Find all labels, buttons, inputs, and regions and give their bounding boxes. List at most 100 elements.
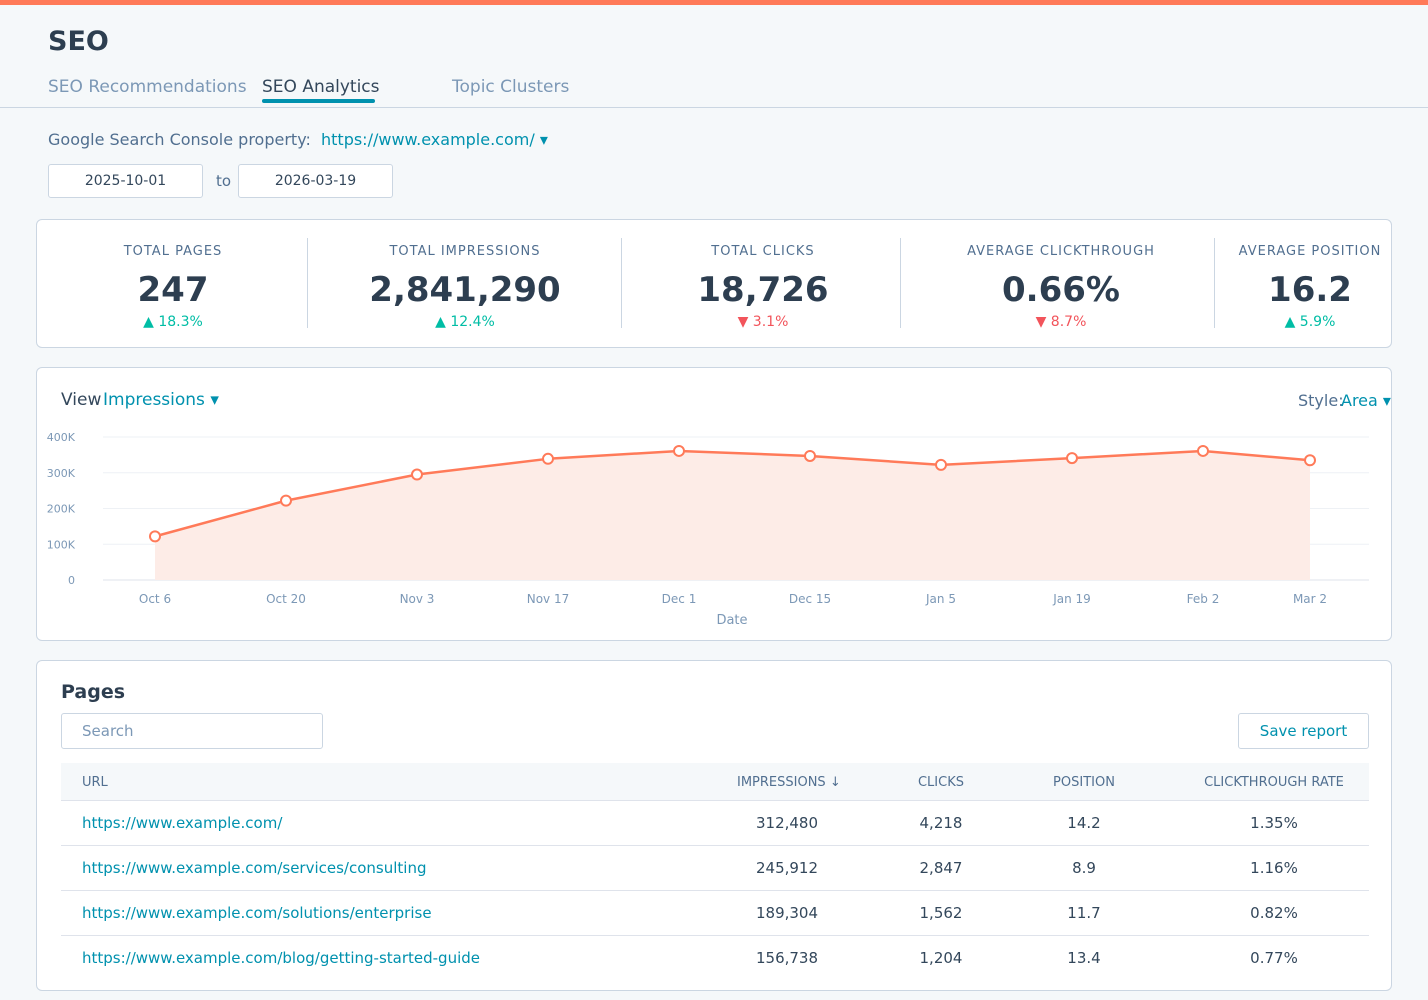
tab-bar: SEO Recommendations SEO Analytics Topic … bbox=[0, 74, 1428, 108]
kpi-value: 2,841,290 bbox=[369, 270, 561, 310]
data-point bbox=[804, 449, 816, 462]
kpi-label: TOTAL IMPRESSIONS bbox=[389, 244, 541, 259]
style-label: Style: bbox=[1298, 391, 1344, 410]
x-tick-label: Jan 5 bbox=[925, 592, 956, 606]
end-date-input[interactable] bbox=[238, 164, 393, 198]
ctr-cell: 0.82% bbox=[1250, 904, 1298, 922]
y-tick-label: 400K bbox=[47, 431, 76, 444]
kpi-total-clicks: TOTAL CLICKS 18,726 ▼ 3.1% bbox=[663, 220, 863, 348]
x-tick-label: Dec 15 bbox=[789, 592, 831, 606]
ctr-cell: 1.35% bbox=[1250, 814, 1298, 832]
x-tick-label: Feb 2 bbox=[1187, 592, 1220, 606]
position-cell: 11.7 bbox=[1067, 904, 1101, 922]
page-url-link[interactable]: https://www.example.com/ bbox=[82, 814, 283, 832]
kpi-label: AVERAGE CLICKTHROUGH bbox=[967, 244, 1155, 259]
y-tick-label: 100K bbox=[47, 538, 76, 551]
page-url-link[interactable]: https://www.example.com/blog/getting-sta… bbox=[82, 949, 480, 967]
data-point bbox=[935, 458, 947, 471]
column-header-clicks[interactable]: CLICKS bbox=[917, 775, 964, 790]
kpi-divider bbox=[900, 238, 901, 328]
data-point bbox=[1197, 444, 1209, 457]
clicks-cell: 1,562 bbox=[919, 904, 963, 922]
impressions-cell: 245,912 bbox=[755, 859, 819, 877]
impressions-cell: 156,738 bbox=[755, 949, 819, 967]
table-header: URL IMPRESSIONS ↓ CLICKS POSITION CLICKT… bbox=[61, 763, 1369, 801]
table-row: https://www.example.com/ 312,480 4,218 1… bbox=[61, 801, 1369, 846]
kpi-average-position: AVERAGE POSITION 16.2 ▲ 5.9% bbox=[1229, 220, 1391, 348]
chart-style-dropdown[interactable]: Area ▾ bbox=[1341, 391, 1391, 410]
x-tick-label: Jan 19 bbox=[1052, 592, 1091, 606]
table-row: https://www.example.com/blog/getting-sta… bbox=[61, 936, 1369, 981]
tab-seo-analytics[interactable]: SEO Analytics bbox=[262, 77, 380, 97]
tab-topic-clusters[interactable]: Topic Clusters bbox=[452, 77, 570, 97]
pages-search-input[interactable] bbox=[61, 713, 323, 749]
x-tick-label: Oct 20 bbox=[266, 592, 306, 606]
x-tick-label: Oct 6 bbox=[139, 592, 171, 606]
kpi-change: ▲ 18.3% bbox=[143, 314, 203, 330]
column-header-url[interactable]: URL bbox=[82, 775, 108, 790]
kpi-total-impressions: TOTAL IMPRESSIONS 2,841,290 ▲ 12.4% bbox=[355, 220, 575, 348]
table-body: https://www.example.com/ 312,480 4,218 1… bbox=[61, 801, 1369, 981]
top-accent-bar bbox=[0, 0, 1428, 5]
kpi-change: ▲ 12.4% bbox=[435, 314, 495, 330]
impressions-series-line bbox=[154, 449, 1311, 538]
page-url-link[interactable]: https://www.example.com/solutions/enterp… bbox=[82, 904, 432, 922]
save-report-button[interactable]: Save report bbox=[1238, 713, 1369, 749]
x-tick-label: Mar 2 bbox=[1293, 592, 1327, 606]
data-point bbox=[673, 444, 685, 457]
table-row: https://www.example.com/services/consult… bbox=[61, 846, 1369, 891]
chart-card: View Impressions ▾ Style: Area ▾ 0 100K 20… bbox=[36, 367, 1392, 641]
data-point bbox=[1304, 454, 1316, 467]
position-cell: 14.2 bbox=[1067, 814, 1101, 832]
kpi-label: AVERAGE POSITION bbox=[1238, 244, 1382, 259]
kpi-value: 18,726 bbox=[697, 270, 829, 310]
data-point bbox=[542, 452, 554, 465]
column-header-clickthrough-rate[interactable]: CLICKTHROUGH RATE bbox=[1204, 775, 1344, 790]
pages-card: Pages Save report URL IMPRESSIONS ↓ CLIC… bbox=[36, 660, 1392, 991]
kpi-label: TOTAL PAGES bbox=[123, 244, 223, 259]
clicks-cell: 4,218 bbox=[919, 814, 963, 832]
kpi-value: 16.2 bbox=[1268, 270, 1352, 310]
column-header-impressions[interactable]: IMPRESSIONS ↓ bbox=[737, 775, 841, 790]
kpi-change: ▼ 3.1% bbox=[737, 314, 789, 330]
kpi-divider bbox=[621, 238, 622, 328]
impressions-area-chart: 0 100K 200K 300K 400K Oct 6 Oct 20 Nov 3 Nov 17 D… bbox=[47, 431, 1369, 628]
data-point bbox=[411, 468, 423, 481]
x-tick-label: Nov 3 bbox=[400, 592, 435, 606]
metric-view-dropdown[interactable]: Impressions ▾ bbox=[103, 390, 219, 410]
pages-table: URL IMPRESSIONS ↓ CLICKS POSITION CLICKT… bbox=[61, 763, 1369, 981]
data-point bbox=[149, 530, 161, 543]
y-tick-label: 300K bbox=[47, 467, 76, 480]
page-url-link[interactable]: https://www.example.com/services/consult… bbox=[82, 859, 427, 877]
table-row: https://www.example.com/solutions/enterp… bbox=[61, 891, 1369, 936]
tab-seo-recommendations[interactable]: SEO Recommendations bbox=[48, 77, 247, 97]
pages-title: Pages bbox=[61, 681, 126, 703]
view-label: View bbox=[61, 390, 102, 410]
kpi-change: ▲ 5.9% bbox=[1284, 314, 1336, 330]
kpi-total-pages: TOTAL PAGES 247 ▲ 18.3% bbox=[73, 220, 273, 348]
impressions-cell: 189,304 bbox=[755, 904, 819, 922]
kpi-label: TOTAL CLICKS bbox=[711, 244, 815, 259]
kpi-value: 0.66% bbox=[1002, 270, 1120, 310]
ctr-cell: 0.77% bbox=[1250, 949, 1298, 967]
page-title: SEO bbox=[48, 26, 109, 57]
gsc-property-label: Google Search Console property: bbox=[48, 130, 311, 149]
kpi-divider bbox=[307, 238, 308, 328]
gsc-property-dropdown[interactable]: https://www.example.com/ ▾ bbox=[321, 130, 548, 149]
kpi-average-clickthrough: AVERAGE CLICKTHROUGH 0.66% ▼ 8.7% bbox=[951, 220, 1171, 348]
kpi-change: ▼ 8.7% bbox=[1035, 314, 1087, 330]
y-tick-label: 0 bbox=[68, 574, 75, 587]
x-tick-label: Dec 1 bbox=[662, 592, 697, 606]
kpi-divider bbox=[1214, 238, 1215, 328]
impressions-cell: 312,480 bbox=[755, 814, 819, 832]
active-tab-indicator bbox=[262, 99, 375, 103]
kpi-value: 247 bbox=[137, 270, 209, 310]
impressions-area-fill bbox=[155, 450, 1310, 580]
kpi-summary-card: TOTAL PAGES 247 ▲ 18.3% TOTAL IMPRESSION… bbox=[36, 219, 1392, 348]
x-axis-label: Date bbox=[716, 613, 747, 628]
y-tick-label: 200K bbox=[47, 503, 76, 516]
clicks-cell: 1,204 bbox=[919, 949, 963, 967]
column-header-position[interactable]: POSITION bbox=[1053, 775, 1115, 790]
start-date-input[interactable] bbox=[48, 164, 203, 198]
ctr-cell: 1.16% bbox=[1250, 859, 1298, 877]
